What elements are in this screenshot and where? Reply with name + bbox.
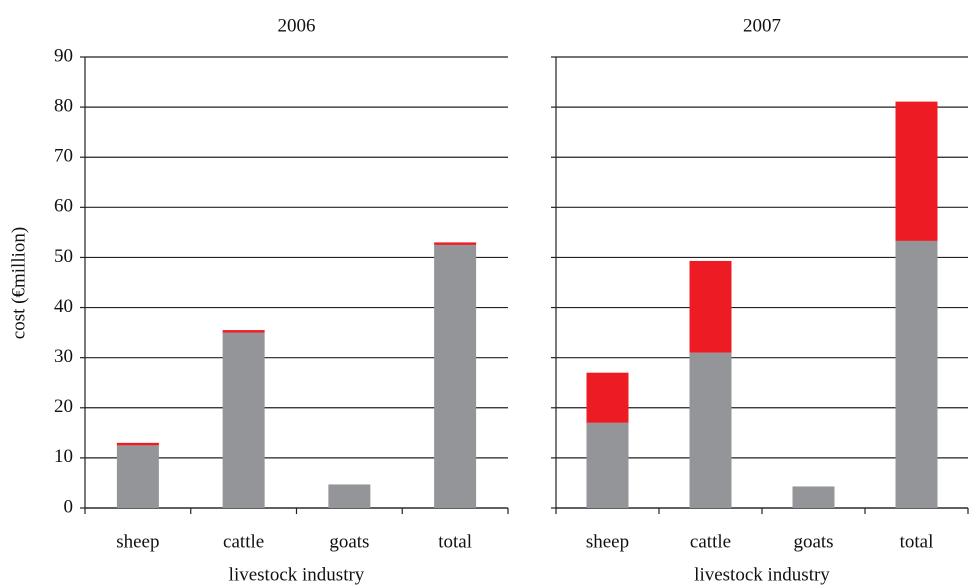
- bar-segment: [792, 486, 835, 508]
- y-axis-label: cost (€million): [8, 227, 29, 339]
- x-tick-label: total: [900, 531, 934, 552]
- bar-segment: [895, 101, 938, 241]
- chart-title: 2006: [278, 15, 316, 36]
- y-tick-label: 20: [54, 396, 73, 417]
- y-tick-label: 0: [64, 496, 74, 517]
- x-axis-label: livestock industry: [229, 564, 365, 585]
- bar-segment: [434, 244, 477, 508]
- y-tick-label: 90: [54, 45, 73, 66]
- y-tick-label: 50: [54, 246, 73, 267]
- y-tick-label: 60: [54, 196, 73, 217]
- bar-segment: [895, 240, 938, 508]
- bar-segment: [116, 442, 159, 446]
- y-tick-label: 10: [54, 446, 73, 467]
- x-tick-label: goats: [793, 531, 833, 552]
- bar-segment: [586, 372, 629, 423]
- x-tick-label: sheep: [586, 531, 629, 552]
- bar-segment: [222, 330, 265, 333]
- bar-segment: [328, 484, 371, 508]
- x-tick-label: sheep: [116, 531, 159, 552]
- bar-segment: [434, 242, 477, 245]
- y-tick-label: 70: [54, 146, 73, 167]
- x-tick-label: cattle: [690, 531, 731, 552]
- x-axis-label: livestock industry: [694, 564, 830, 585]
- bar-segment: [689, 352, 732, 508]
- bar-segment: [116, 445, 159, 508]
- y-tick-label: 30: [54, 346, 73, 367]
- y-tick-label: 40: [54, 296, 73, 317]
- x-tick-label: total: [438, 531, 472, 552]
- x-tick-label: cattle: [223, 531, 264, 552]
- y-tick-label: 80: [54, 95, 73, 116]
- bar-segment: [689, 260, 732, 353]
- bar-segment: [222, 332, 265, 508]
- x-tick-label: goats: [329, 531, 369, 552]
- chart-title: 2007: [743, 15, 781, 36]
- bar-segment: [586, 422, 629, 508]
